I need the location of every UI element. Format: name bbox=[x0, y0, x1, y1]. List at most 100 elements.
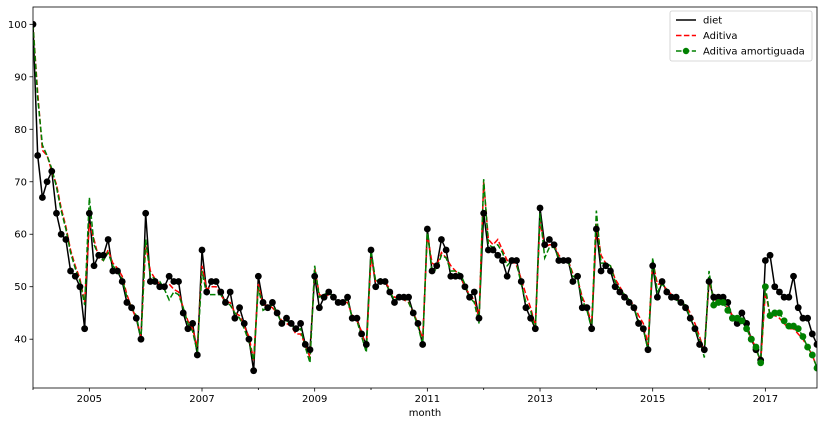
series-0-point bbox=[597, 267, 605, 275]
series-0-point bbox=[700, 346, 708, 354]
series-0-point bbox=[785, 293, 793, 301]
series-0-point bbox=[583, 304, 591, 312]
series-0-point bbox=[236, 304, 243, 312]
series-0-point bbox=[203, 288, 211, 296]
series-0-point bbox=[222, 299, 229, 306]
series-0-point bbox=[536, 204, 544, 212]
series-0-point bbox=[555, 257, 563, 264]
series-0-point bbox=[217, 288, 225, 296]
series-0-point bbox=[724, 299, 732, 306]
series-2-point bbox=[747, 335, 755, 343]
series-0-point bbox=[808, 330, 816, 338]
series-0-point bbox=[574, 272, 581, 280]
series-0-point bbox=[372, 283, 380, 291]
series-line-1 bbox=[33, 24, 817, 369]
series-2-point bbox=[794, 325, 802, 333]
series-0-point bbox=[273, 309, 281, 317]
series-0-point bbox=[344, 293, 351, 301]
x-axis: 2005 2007 2009 2011 2013 2015 2017 bbox=[32, 388, 778, 405]
y-tick-label: 40 bbox=[14, 335, 27, 346]
y-tick-label: 70 bbox=[14, 177, 27, 188]
series-0-point bbox=[484, 246, 492, 254]
series-0-point bbox=[142, 209, 150, 217]
series-0-point bbox=[151, 278, 159, 285]
series-0-point bbox=[175, 278, 182, 285]
series-0-point bbox=[287, 320, 295, 327]
series-0-point bbox=[738, 309, 746, 317]
series-0-point bbox=[644, 346, 652, 354]
series-0-point bbox=[395, 293, 403, 301]
series-line-0 bbox=[33, 24, 817, 371]
series-0-point bbox=[184, 325, 192, 333]
y-tick-label: 90 bbox=[14, 72, 27, 83]
series-0-point bbox=[621, 293, 628, 301]
series-0-point bbox=[325, 288, 333, 296]
series-0-point bbox=[423, 225, 431, 233]
series-0-point bbox=[649, 262, 657, 270]
series-0-point bbox=[165, 272, 173, 280]
series-0-point bbox=[663, 288, 671, 296]
series-0-point bbox=[508, 257, 516, 264]
series-0-point bbox=[71, 272, 79, 280]
series-0-point bbox=[804, 314, 812, 322]
series-0-point bbox=[339, 299, 347, 306]
x-tick-label: 2017 bbox=[753, 394, 778, 405]
series-0-point bbox=[278, 320, 286, 327]
series-0-point bbox=[653, 293, 661, 301]
series-0-point bbox=[794, 304, 802, 312]
series-0-point bbox=[386, 288, 394, 296]
series-0-point bbox=[137, 335, 145, 343]
series-0-point bbox=[240, 320, 248, 327]
series-0-point bbox=[569, 278, 577, 285]
series-2-point bbox=[804, 343, 812, 351]
series-2-point bbox=[780, 317, 788, 325]
series-0-point bbox=[761, 257, 769, 264]
series-0-point bbox=[128, 304, 135, 312]
series-0-point bbox=[630, 304, 638, 312]
series-0-point bbox=[146, 278, 154, 285]
series-0-point bbox=[90, 262, 98, 270]
series-0-point bbox=[123, 299, 131, 306]
y-tick-label: 60 bbox=[14, 230, 27, 241]
series-0-point bbox=[38, 194, 46, 201]
series-2-point bbox=[813, 364, 817, 372]
x-tick-label: 2009 bbox=[302, 394, 327, 405]
series-0-point bbox=[353, 314, 361, 322]
series-0-point bbox=[100, 251, 107, 259]
series-0-point bbox=[226, 288, 234, 296]
x-axis-label: month bbox=[409, 408, 441, 419]
series-0-point bbox=[391, 299, 398, 306]
series-0-point bbox=[480, 209, 488, 217]
series-0-point bbox=[254, 272, 262, 280]
series-0-point bbox=[813, 341, 817, 348]
series-0-point bbox=[231, 314, 239, 322]
series-0-point bbox=[250, 367, 258, 375]
series-0-point bbox=[33, 20, 37, 28]
series-0-point bbox=[705, 278, 713, 285]
series-2-point bbox=[761, 283, 769, 291]
series-0-point bbox=[513, 257, 520, 264]
series-0-point bbox=[719, 293, 727, 301]
plot-frame bbox=[32, 6, 818, 389]
series-0-point bbox=[639, 325, 647, 333]
series-0-point bbox=[696, 341, 704, 348]
series-0-point bbox=[546, 236, 553, 243]
y-axis: 40 50 60 70 80 90 100 bbox=[8, 20, 33, 346]
x-tick-label: 2007 bbox=[189, 394, 214, 405]
legend-label-2: Aditiva amortiguada bbox=[703, 47, 805, 58]
x-tick-label: 2011 bbox=[415, 394, 440, 405]
series-0-point bbox=[414, 320, 422, 327]
series-0-point bbox=[161, 283, 168, 291]
series-0-point bbox=[348, 314, 356, 322]
y-tick-label: 50 bbox=[14, 282, 27, 293]
series-0-point bbox=[315, 304, 323, 312]
series-0-point bbox=[790, 272, 797, 280]
series-0-point bbox=[710, 293, 718, 301]
series-0-point bbox=[53, 209, 60, 217]
series-0-point bbox=[320, 293, 328, 301]
series-2-point bbox=[752, 343, 760, 351]
series-0-point bbox=[438, 236, 445, 243]
series-0-point bbox=[212, 278, 220, 285]
series-0-point bbox=[95, 251, 103, 259]
